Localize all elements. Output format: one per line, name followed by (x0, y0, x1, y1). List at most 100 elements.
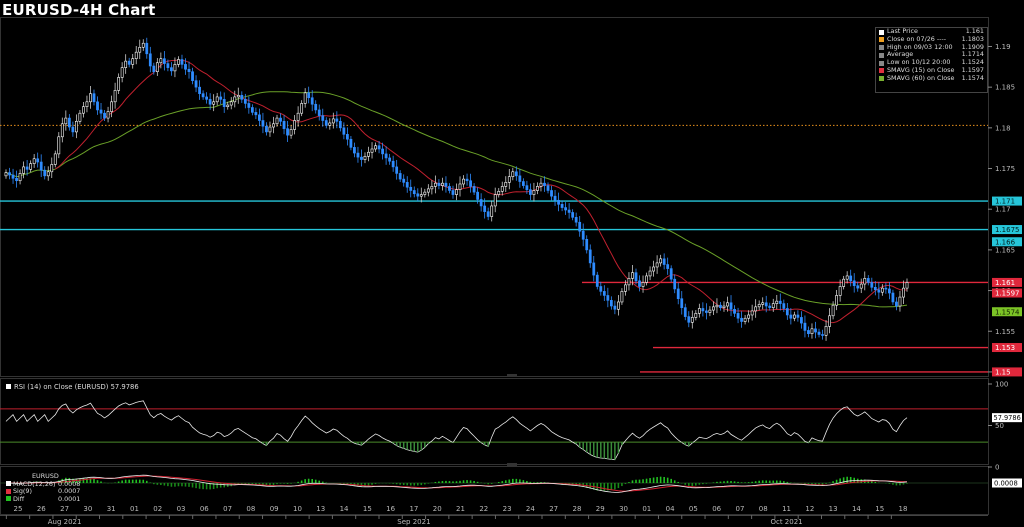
candle-body (106, 111, 110, 119)
legend-row: SMAVG (60) on Close 1.1574 (876, 73, 987, 83)
legend-value: 1.161 (965, 27, 984, 35)
candle-body (476, 191, 480, 200)
candle-body (170, 67, 173, 72)
candle-body (46, 171, 50, 177)
candle-body (103, 112, 106, 119)
date-tick-label: 12 (805, 505, 814, 513)
candle-body (124, 60, 128, 68)
candle-body (821, 334, 824, 336)
candle-body (441, 182, 444, 186)
candle-body (807, 330, 810, 334)
candle-body (233, 96, 237, 103)
candle-body (543, 182, 546, 186)
candle-body (856, 285, 860, 289)
candle-body (131, 58, 135, 65)
candle-body (152, 65, 156, 73)
candle-body (67, 117, 71, 128)
candle-body (226, 104, 230, 107)
candle-body (71, 126, 75, 133)
candle-body (810, 328, 814, 334)
candle-body (814, 328, 817, 333)
candle-body (258, 114, 261, 121)
candle-body (652, 266, 655, 272)
candle-body (25, 166, 29, 170)
candle-body (426, 188, 430, 193)
date-tick-label: 09 (270, 505, 279, 513)
candle-body (778, 300, 782, 304)
candle-body (824, 326, 828, 336)
legend-swatch (879, 52, 884, 58)
macd-line (5, 474, 908, 493)
candle-body (191, 71, 194, 81)
date-tick-label: 01 (642, 505, 651, 513)
macd-value-tag (992, 478, 1022, 488)
candle-body (775, 300, 779, 304)
candle-body (324, 120, 328, 126)
date-tick-label: 06 (712, 505, 721, 513)
date-tick-label: 02 (153, 505, 162, 513)
candle-body (74, 121, 78, 133)
date-tick-label: 26 (37, 505, 46, 513)
main-panel-frame (0, 17, 989, 377)
candle-body (275, 117, 279, 125)
candle-body (539, 182, 543, 187)
candle-body (497, 191, 501, 195)
candle-body (300, 103, 304, 114)
legend-swatch (879, 60, 884, 66)
date-tick-label: 30 (619, 505, 628, 513)
macd-panel: 0.0008 (0, 474, 1022, 493)
candle-body (201, 93, 205, 98)
candle-body (243, 99, 247, 104)
rsi-tick-label: 100 (995, 381, 1008, 389)
diff-legend-label: Diff (13, 494, 25, 503)
candle-body (110, 101, 113, 112)
candle-body (472, 186, 476, 193)
legend-label: SMAVG (60) on Close (887, 73, 955, 82)
legend-swatch (879, 45, 884, 51)
candle-body (338, 121, 342, 129)
candle-body (155, 62, 159, 72)
candle-body (673, 278, 677, 290)
candle-body (729, 302, 733, 310)
candle-body (479, 199, 483, 207)
date-tick-label: 08 (246, 505, 255, 513)
date-tick-label: 08 (759, 505, 768, 513)
candle-body (148, 53, 152, 67)
candle-body (240, 94, 244, 100)
candle-body (849, 275, 853, 282)
candle-body (60, 123, 64, 138)
candle-body (631, 272, 634, 279)
candle-body (828, 315, 831, 327)
candle-body (835, 295, 839, 306)
candle-body (564, 207, 567, 211)
candles (4, 37, 909, 341)
price-tag-label: 1.15 (995, 369, 1011, 377)
candle-body (64, 117, 68, 125)
date-tick-label: 24 (526, 505, 535, 513)
candle-body (898, 296, 902, 307)
candle-body (873, 287, 877, 291)
candle-body (704, 310, 708, 313)
panel-divider-handle (507, 463, 517, 466)
sig-legend-value: 0.0007 (58, 487, 81, 496)
date-tick-label: 07 (736, 505, 745, 513)
legend-swatch (879, 68, 884, 74)
candle-body (458, 183, 462, 190)
candle-body (374, 145, 377, 150)
candle-body (733, 308, 736, 314)
candle-body (789, 314, 793, 319)
candle-body (504, 182, 508, 187)
candle-body (606, 295, 610, 301)
price-tick-label: 1.18 (995, 124, 1011, 132)
date-tick-label: 17 (409, 505, 418, 513)
candle-body (521, 181, 525, 186)
candle-body (462, 178, 465, 185)
date-tick-label: 28 (572, 505, 581, 513)
candle-body (353, 147, 356, 154)
date-tick-label: 27 (60, 505, 69, 513)
candle-body (792, 314, 796, 319)
candle-body (588, 249, 592, 264)
candle-body (870, 282, 874, 288)
candle-body (328, 122, 332, 126)
